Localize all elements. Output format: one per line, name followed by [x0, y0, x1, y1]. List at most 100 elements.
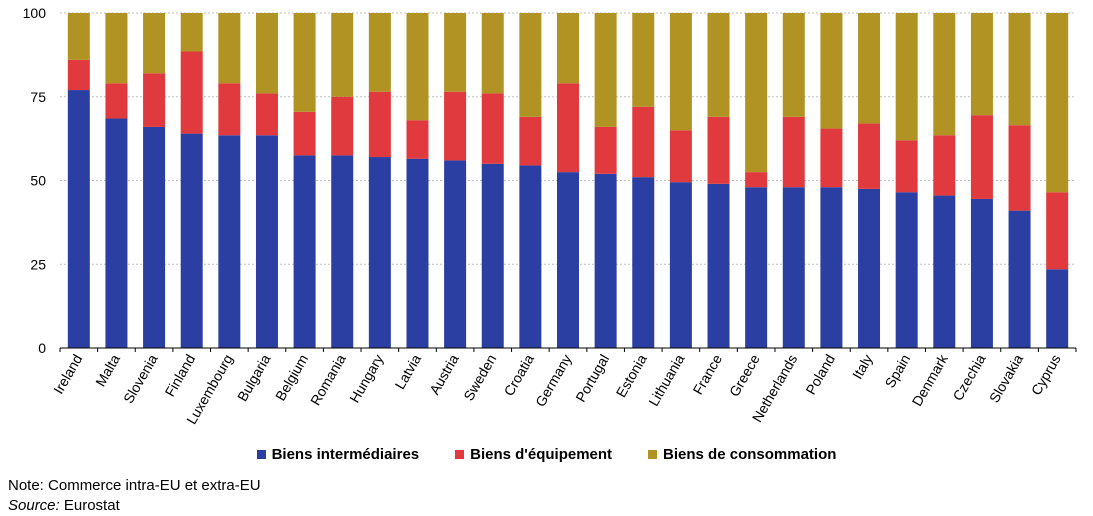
- bar-segment: [293, 13, 316, 112]
- legend-item-intermediate: Biens intermédiaires: [256, 446, 420, 463]
- bar-segment: [406, 158, 429, 348]
- x-tick-label: Hungary: [346, 352, 386, 406]
- bar-segment: [255, 13, 278, 94]
- bar-segment: [782, 187, 805, 348]
- legend-swatch-equipment: [455, 450, 465, 459]
- bar-segment: [594, 126, 617, 174]
- x-tick-label: France: [689, 351, 725, 397]
- bar-segment: [444, 91, 467, 161]
- bar-segment: [933, 135, 956, 196]
- x-tick-label: Sweden: [460, 351, 499, 403]
- bar-segment: [895, 192, 918, 348]
- legend-label-consumer: Biens de consommation: [663, 446, 837, 463]
- bar-segment: [519, 165, 542, 348]
- bar-segment: [745, 13, 768, 173]
- bar-segment: [594, 13, 617, 127]
- bar-segment: [820, 13, 843, 129]
- bar-segment: [669, 182, 692, 348]
- x-tick-label: Czechia: [949, 351, 988, 403]
- y-tick-label: 25: [30, 256, 46, 272]
- bar-segment: [895, 13, 918, 141]
- bar-segment: [858, 123, 881, 189]
- source-label: Source:: [8, 497, 60, 514]
- legend-item-equipment: Biens d'équipement: [455, 446, 612, 463]
- x-tick-label: Italy: [849, 352, 876, 382]
- bar-segment: [105, 83, 128, 119]
- bar-segment: [368, 157, 391, 348]
- x-tick-label: Romania: [307, 351, 349, 408]
- bar-segment: [970, 198, 993, 348]
- bar-segment: [143, 73, 166, 127]
- bar-segment: [143, 13, 166, 74]
- bar-segment: [1046, 269, 1069, 348]
- bar-segment: [557, 83, 579, 173]
- x-tick-label: Portugal: [572, 352, 612, 405]
- y-tick-label: 0: [38, 340, 46, 356]
- bar-segment: [1008, 125, 1031, 211]
- x-tick-label: Ireland: [50, 352, 85, 397]
- bar-segment: [331, 155, 354, 348]
- bar-segment: [632, 177, 655, 348]
- bar-segment: [632, 106, 655, 178]
- bar-segment: [669, 130, 692, 183]
- bar-segment: [858, 188, 881, 348]
- x-tick-label: Malta: [92, 351, 123, 389]
- bar-segment: [293, 155, 316, 348]
- bar-segment: [481, 93, 504, 164]
- x-tick-label: Spain: [882, 352, 914, 391]
- bar-segment: [970, 115, 993, 199]
- bar-segment: [707, 183, 730, 348]
- bar-segment: [519, 116, 542, 166]
- x-tick-label: Cyprus: [1028, 352, 1064, 398]
- bar-segment: [632, 13, 655, 107]
- x-tick-label: Lithuania: [645, 351, 687, 408]
- x-tick-label: Denmark: [909, 351, 952, 409]
- bar-segment: [368, 91, 391, 158]
- bar-segment: [745, 172, 768, 188]
- legend: Biens intermédiaires Biens d'équipement …: [0, 446, 1093, 463]
- bar-segment: [180, 51, 203, 134]
- bar-segment: [1008, 13, 1031, 126]
- bar-segment: [707, 116, 730, 184]
- bar-segment: [255, 135, 278, 348]
- bar-segment: [933, 195, 956, 348]
- bar-segment: [67, 13, 90, 60]
- x-tick-label: Belgium: [272, 352, 311, 404]
- bar-segment: [67, 59, 90, 91]
- bar-segment: [105, 118, 128, 349]
- bar-segment: [1046, 13, 1069, 193]
- bar-segment: [331, 13, 354, 97]
- bar-segment: [820, 128, 843, 188]
- bar-segment: [180, 133, 203, 348]
- bar-segment: [255, 93, 278, 136]
- x-tick-label: Greece: [726, 351, 763, 399]
- bar-segment: [444, 160, 467, 348]
- x-tick-label: Slovakia: [986, 351, 1026, 405]
- x-tick-label: Germany: [532, 352, 575, 410]
- legend-item-consumer: Biens de consommation: [648, 446, 836, 463]
- x-tick-label: Poland: [802, 352, 838, 398]
- legend-label-intermediate: Biens intermédiaires: [271, 446, 420, 463]
- y-tick-label: 75: [30, 89, 46, 105]
- source-line: Source: Eurostat: [8, 496, 261, 516]
- bar-segment: [368, 13, 391, 92]
- bar-segment: [594, 173, 617, 348]
- legend-label-equipment: Biens d'équipement: [470, 446, 613, 463]
- bar-segment: [218, 13, 241, 84]
- bar-segment: [557, 172, 579, 348]
- bar-segment: [218, 83, 241, 136]
- bar-segment: [406, 120, 429, 159]
- bar-segment: [481, 163, 504, 348]
- bar-segment: [820, 187, 843, 348]
- bar-segment: [180, 13, 203, 52]
- x-tick-label: Finland: [161, 352, 198, 400]
- x-tick-label: Slovenia: [120, 351, 161, 406]
- bar-segment: [782, 116, 805, 188]
- bars: [67, 13, 1069, 349]
- x-tick-label: Croatia: [501, 351, 538, 398]
- bar-segment: [782, 13, 805, 117]
- bar-segment: [143, 126, 166, 349]
- bar-segment: [970, 13, 993, 116]
- bar-segment: [105, 13, 128, 84]
